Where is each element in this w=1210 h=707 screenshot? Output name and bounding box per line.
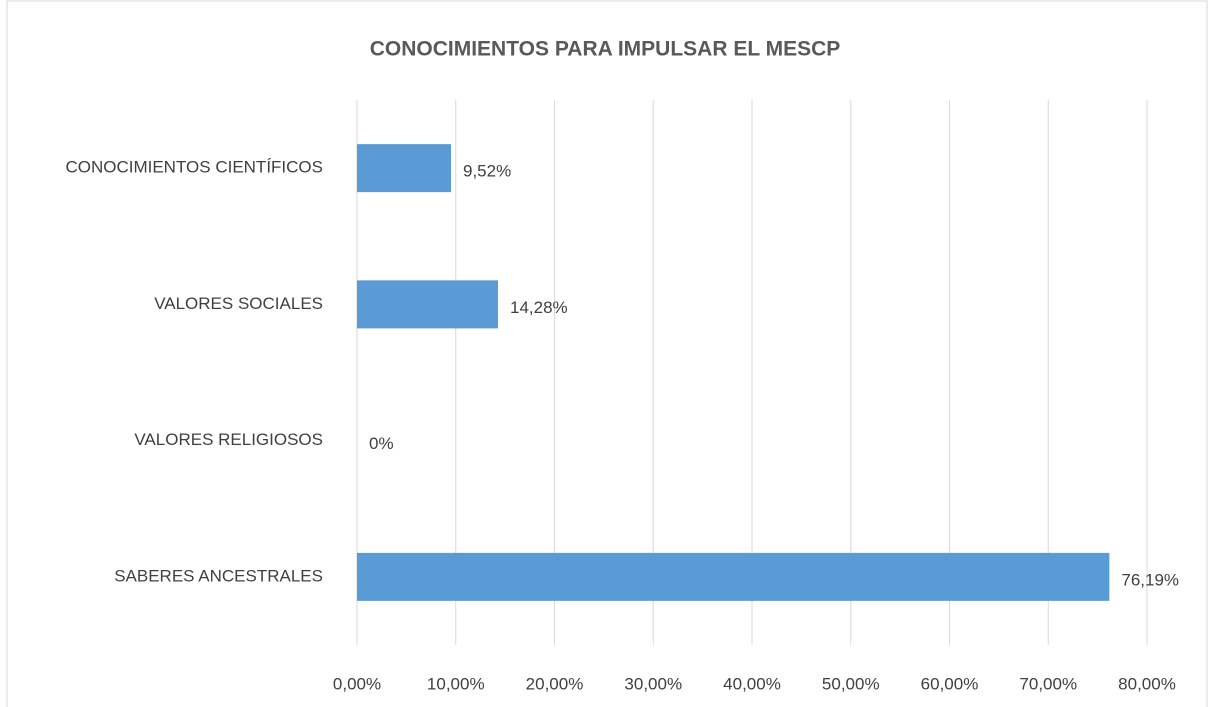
- x-tick-label: 50,00%: [822, 674, 880, 693]
- data-label: 76,19%: [1121, 570, 1179, 589]
- data-label: 0%: [369, 434, 394, 453]
- bar: [357, 280, 499, 329]
- bar: [357, 552, 1110, 601]
- bar: [357, 144, 452, 193]
- x-tick-label: 10,00%: [427, 674, 485, 693]
- y-tick-label: VALORES SOCIALES: [154, 294, 323, 313]
- data-label: 14,28%: [510, 298, 568, 317]
- x-tick-label: 80,00%: [1118, 674, 1176, 693]
- chart-title: CONOCIMIENTOS PARA IMPULSAR EL MESCP: [370, 38, 841, 61]
- y-tick-label: VALORES RELIGIOSOS: [134, 430, 323, 449]
- y-tick-label: CONOCIMIENTOS CIENTÍFICOS: [65, 158, 323, 177]
- x-tick-label: 0,00%: [333, 674, 381, 693]
- x-tick-label: 30,00%: [624, 674, 682, 693]
- x-tick-label: 70,00%: [1019, 674, 1077, 693]
- data-label: 9,52%: [463, 162, 511, 181]
- y-tick-label: SABERES ANCESTRALES: [114, 566, 323, 585]
- chart-frame: [6, 0, 1208, 707]
- x-tick-label: 20,00%: [526, 674, 584, 693]
- x-tick-label: 60,00%: [921, 674, 979, 693]
- x-tick-label: 40,00%: [723, 674, 781, 693]
